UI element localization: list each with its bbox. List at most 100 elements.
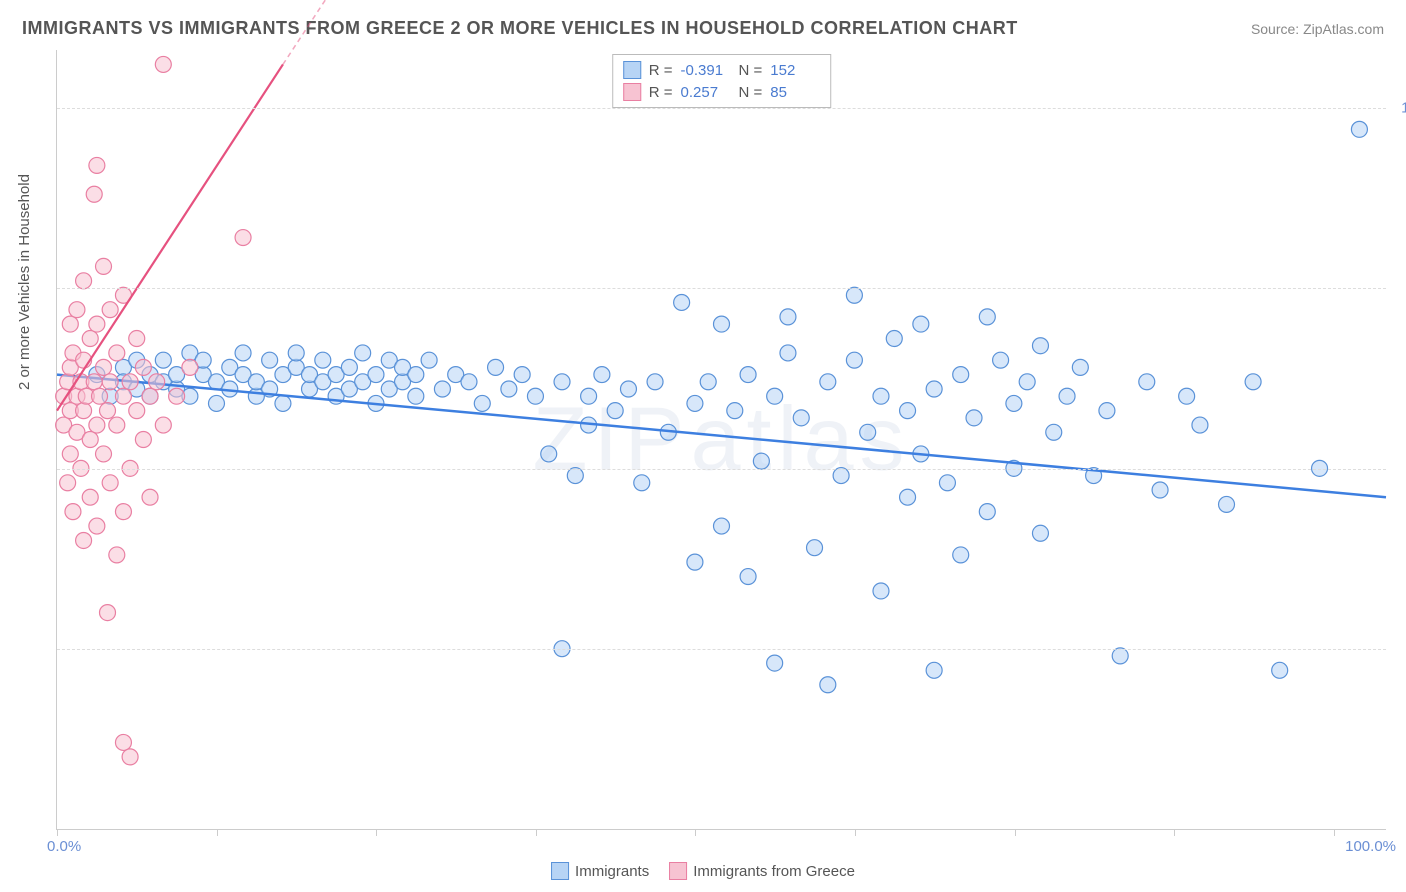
stat-r-value-1: 0.257 <box>681 84 731 101</box>
data-point <box>1072 359 1088 375</box>
data-point <box>993 352 1009 368</box>
data-point <box>620 381 636 397</box>
legend-swatch-greece <box>669 862 687 880</box>
data-point <box>488 359 504 375</box>
plot-area: ZIPatlas R = -0.391 N = 152 R = 0.257 N … <box>56 50 1386 830</box>
data-point <box>1046 424 1062 440</box>
data-point <box>315 352 331 368</box>
data-point <box>109 417 125 433</box>
data-point <box>700 374 716 390</box>
data-point <box>341 359 357 375</box>
data-point <box>288 345 304 361</box>
legend-label-immigrants: Immigrants <box>575 863 649 880</box>
stats-row-greece: R = 0.257 N = 85 <box>623 81 821 103</box>
data-point <box>780 309 796 325</box>
y-tick-label: 100.0% <box>1401 99 1406 116</box>
data-point <box>1245 374 1261 390</box>
data-point <box>687 395 703 411</box>
data-point <box>235 230 251 246</box>
stat-n-value-1: 85 <box>770 84 820 101</box>
data-point <box>115 734 131 750</box>
data-point <box>96 258 112 274</box>
data-point <box>135 432 151 448</box>
data-point <box>142 388 158 404</box>
data-point <box>926 381 942 397</box>
data-point <box>82 331 98 347</box>
data-point <box>873 583 889 599</box>
data-point <box>86 374 102 390</box>
data-point <box>102 475 118 491</box>
data-point <box>109 345 125 361</box>
x-tick <box>376 829 377 836</box>
stats-box: R = -0.391 N = 152 R = 0.257 N = 85 <box>612 54 832 108</box>
source-label: Source: ZipAtlas.com <box>1251 21 1384 37</box>
data-point <box>408 367 424 383</box>
data-point <box>846 352 862 368</box>
data-point <box>541 446 557 462</box>
data-point <box>820 374 836 390</box>
x-tick <box>536 829 537 836</box>
data-point <box>89 518 105 534</box>
x-tick <box>57 829 58 836</box>
x-tick <box>1174 829 1175 836</box>
data-point <box>753 453 769 469</box>
legend-item-immigrants: Immigrants <box>551 862 649 880</box>
data-point <box>793 410 809 426</box>
data-point <box>129 403 145 419</box>
legend-swatch-immigrants <box>551 862 569 880</box>
data-point <box>76 273 92 289</box>
data-point <box>860 424 876 440</box>
data-point <box>82 432 98 448</box>
data-point <box>96 446 112 462</box>
data-point <box>554 374 570 390</box>
data-point <box>780 345 796 361</box>
data-point <box>109 547 125 563</box>
data-point <box>100 605 116 621</box>
data-point <box>740 569 756 585</box>
stat-n-label-1: N = <box>739 84 763 101</box>
data-point <box>634 475 650 491</box>
data-point <box>674 294 690 310</box>
data-point <box>182 359 198 375</box>
x-tick <box>695 829 696 836</box>
y-axis-title: 2 or more Vehicles in Household <box>16 174 33 390</box>
data-point <box>514 367 530 383</box>
data-point <box>1152 482 1168 498</box>
data-point <box>714 518 730 534</box>
legend-label-greece: Immigrants from Greece <box>693 863 855 880</box>
data-point <box>69 302 85 318</box>
stats-row-immigrants: R = -0.391 N = 152 <box>623 59 821 81</box>
data-point <box>900 403 916 419</box>
data-point <box>807 540 823 556</box>
x-axis-min-label: 0.0% <box>47 838 81 855</box>
data-point <box>594 367 610 383</box>
data-point <box>115 504 131 520</box>
data-point <box>96 359 112 375</box>
data-point <box>129 331 145 347</box>
data-point <box>155 56 171 72</box>
data-point <box>581 388 597 404</box>
data-point <box>262 352 278 368</box>
data-point <box>939 475 955 491</box>
data-point <box>846 287 862 303</box>
data-point <box>86 186 102 202</box>
data-point <box>1099 403 1115 419</box>
data-point <box>1272 662 1288 678</box>
data-point <box>567 468 583 484</box>
data-point <box>92 388 108 404</box>
gridline-h <box>57 108 1386 109</box>
data-point <box>913 316 929 332</box>
data-point <box>501 381 517 397</box>
data-point <box>926 662 942 678</box>
data-point <box>122 374 138 390</box>
data-point <box>1219 496 1235 512</box>
data-point <box>355 345 371 361</box>
stat-r-value-0: -0.391 <box>681 62 731 79</box>
data-point <box>115 388 131 404</box>
data-point <box>100 403 116 419</box>
data-point <box>1139 374 1155 390</box>
data-point <box>169 388 185 404</box>
gridline-h <box>57 288 1386 289</box>
data-point <box>1032 525 1048 541</box>
data-point <box>408 388 424 404</box>
